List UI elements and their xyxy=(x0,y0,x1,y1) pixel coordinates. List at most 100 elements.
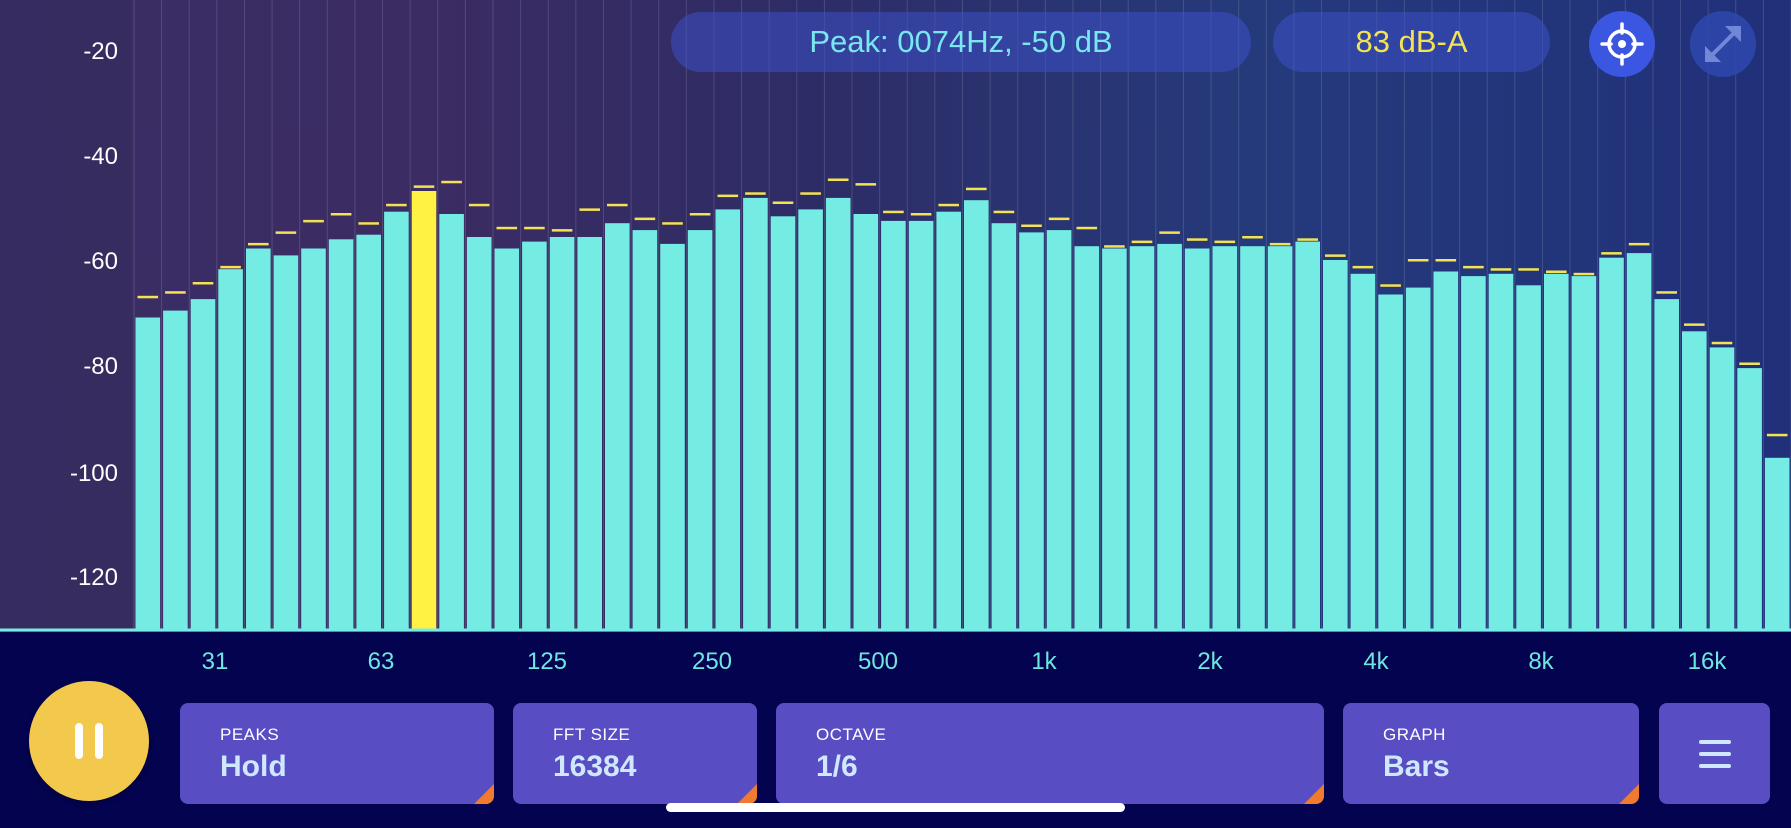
x-tick-label: 125 xyxy=(526,648,568,675)
spectrum-bar xyxy=(522,241,547,630)
peak-hold-marker xyxy=(220,265,241,269)
peak-hold-marker xyxy=(275,231,297,234)
spectrum-bar xyxy=(1074,246,1100,630)
spectrum-bar xyxy=(577,237,602,630)
spectrum-bar xyxy=(246,248,271,630)
x-tick-label: 250 xyxy=(691,648,733,675)
pause-icon xyxy=(75,723,103,759)
peak-hold-marker xyxy=(413,185,435,188)
peak-hold-marker xyxy=(358,222,379,225)
crosshair-target-icon xyxy=(1600,22,1644,66)
spectrum-bar xyxy=(1709,347,1735,630)
peak-hold-marker xyxy=(662,222,683,225)
peak-hold-marker xyxy=(717,194,739,198)
peak-hold-marker xyxy=(1407,259,1429,262)
spectrum-bar xyxy=(1599,257,1624,630)
target-button[interactable] xyxy=(1589,11,1655,77)
pause-button[interactable] xyxy=(29,681,149,801)
peak-hold-marker xyxy=(1242,236,1263,239)
spectrum-bar xyxy=(1102,248,1127,630)
spectrum-bar xyxy=(1378,294,1403,630)
octave-value: 1/6 xyxy=(816,750,858,783)
peak-hold-marker xyxy=(551,229,573,232)
hamburger-menu-icon xyxy=(1698,739,1731,768)
spectrum-bar xyxy=(1157,243,1182,630)
peak-hold-marker xyxy=(137,295,159,299)
peaks-button[interactable]: PEAKS Hold xyxy=(180,703,494,804)
expand-button[interactable] xyxy=(1690,11,1756,77)
peak-hold-marker xyxy=(1490,268,1512,271)
peak-hold-marker xyxy=(1766,433,1788,437)
peak-hold-marker xyxy=(1380,284,1401,287)
peak-hold-marker xyxy=(1463,265,1484,269)
peak-hold-marker xyxy=(1684,323,1705,326)
spectrum-bar xyxy=(964,200,989,630)
spectrum-bar xyxy=(1654,299,1679,630)
spectrum-bar xyxy=(1516,285,1541,630)
peak-hold-marker xyxy=(1628,242,1650,246)
selected-spectrum-bar xyxy=(411,191,437,630)
spectrum-bar xyxy=(1405,287,1431,630)
spectrum-bar xyxy=(881,220,906,630)
spectrum-bar xyxy=(1267,246,1293,630)
fft-size-value: 16384 xyxy=(553,750,637,783)
x-tick-label: 500 xyxy=(857,648,899,675)
peak-hold-marker xyxy=(1131,240,1153,244)
dropdown-corner-indicator xyxy=(1304,784,1324,804)
menu-button[interactable] xyxy=(1659,703,1770,804)
spectrum-plot-area[interactable]: -20 -40 -60 -80 -100 -120 Peak: 0074Hz, … xyxy=(0,0,1791,632)
peak-hold-marker xyxy=(1711,341,1733,345)
peak-hold-marker xyxy=(579,208,600,211)
peak-hold-marker xyxy=(165,291,186,294)
spectrum-bar xyxy=(798,209,823,630)
spectrum-bar xyxy=(936,211,961,630)
spectrum-bar xyxy=(1184,248,1210,630)
peak-hold-marker xyxy=(441,180,462,184)
spectrum-chart xyxy=(0,0,1791,632)
spectrum-bar xyxy=(1682,331,1707,630)
octave-button[interactable]: OCTAVE 1/6 xyxy=(776,703,1324,804)
spectrum-bar xyxy=(163,310,188,630)
y-tick-label: -120 xyxy=(69,564,118,591)
spectrum-bar xyxy=(743,197,768,630)
peaks-label: PEAKS xyxy=(220,725,280,744)
peak-hold-marker xyxy=(303,219,324,223)
peak-hold-marker xyxy=(938,203,959,207)
y-tick-label: -60 xyxy=(83,248,118,275)
spectrum-bar xyxy=(328,239,354,631)
spectrum-bar xyxy=(1737,368,1762,630)
spectrum-bar xyxy=(825,197,851,630)
peak-hold-marker xyxy=(827,178,849,181)
octave-label: OCTAVE xyxy=(816,725,887,744)
fft-size-button[interactable]: FFT SIZE 16384 xyxy=(513,703,757,804)
spectrum-bar xyxy=(715,209,741,630)
x-tick-label: 16k xyxy=(1687,648,1727,675)
spectrum-bar xyxy=(273,255,299,630)
peak-hold-marker xyxy=(745,192,766,195)
spectrum-bar xyxy=(466,237,492,630)
sound-level-readout: 83 dB-A xyxy=(1273,12,1550,72)
peak-hold-marker xyxy=(192,282,214,285)
peak-hold-marker xyxy=(1297,238,1318,241)
peak-frequency-readout: Peak: 0074Hz, -50 dB xyxy=(671,12,1251,72)
peak-hold-marker xyxy=(1546,270,1567,273)
fft-size-label: FFT SIZE xyxy=(553,725,631,744)
y-tick-label: -100 xyxy=(69,460,118,487)
peak-hold-marker xyxy=(910,213,932,216)
home-indicator xyxy=(666,803,1125,812)
spectrum-bar xyxy=(660,243,685,630)
spectrum-bar xyxy=(632,230,658,630)
peak-hold-marker xyxy=(772,201,794,204)
x-tick-label: 2k xyxy=(1197,648,1223,675)
peak-hold-marker xyxy=(993,210,1015,214)
x-tick-label: 8k xyxy=(1528,648,1554,675)
peak-hold-marker xyxy=(1601,252,1622,255)
dropdown-corner-indicator xyxy=(474,784,494,804)
spectrum-bar xyxy=(1544,273,1569,630)
peak-hold-marker xyxy=(524,226,545,230)
graph-button[interactable]: GRAPH Bars xyxy=(1343,703,1639,804)
peak-hold-marker xyxy=(468,203,490,207)
peak-hold-marker xyxy=(330,213,352,216)
peak-hold-marker xyxy=(800,192,821,195)
spectrum-bar xyxy=(991,223,1017,630)
